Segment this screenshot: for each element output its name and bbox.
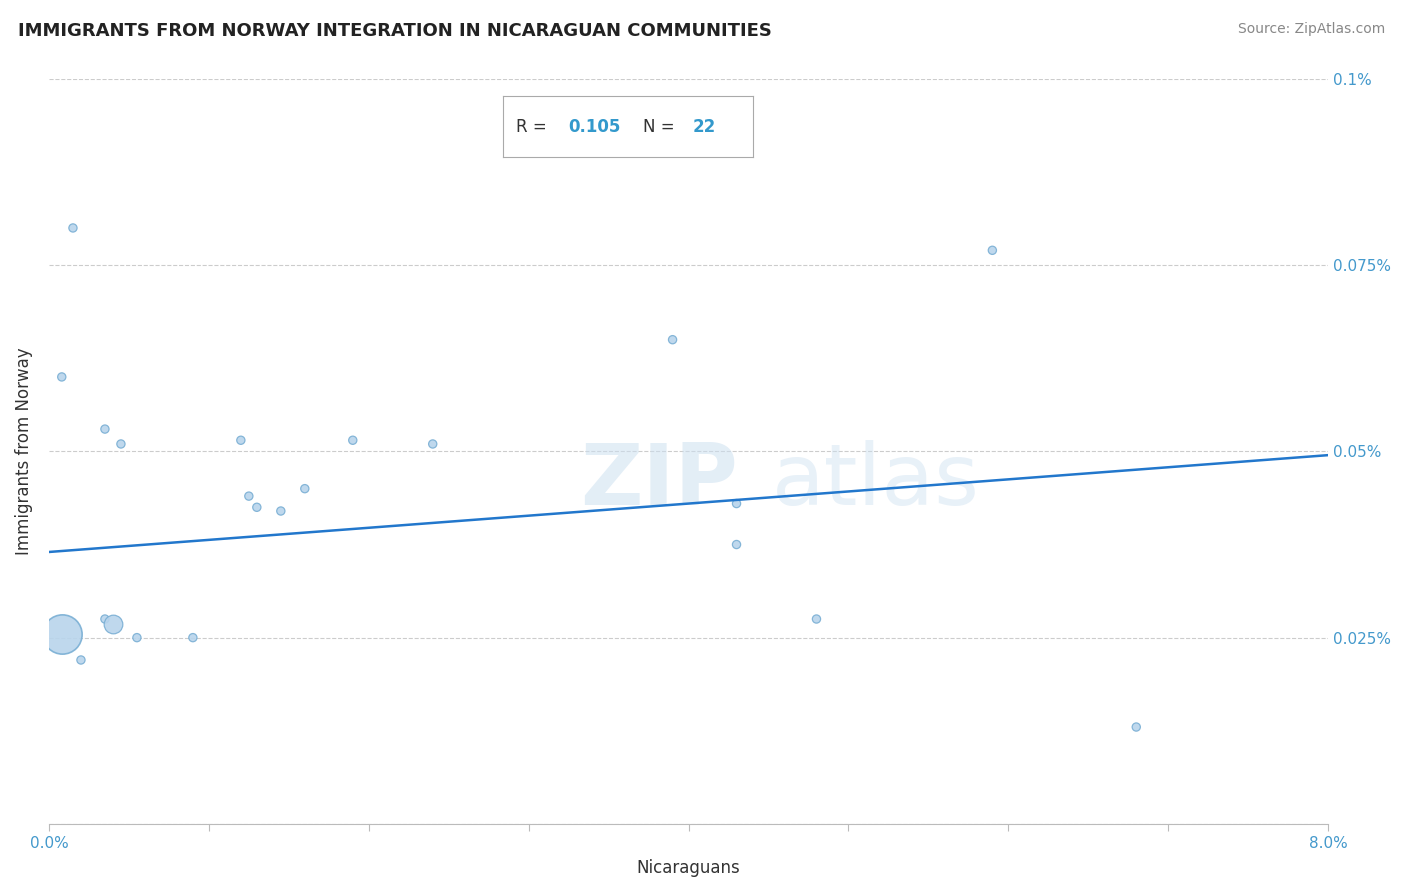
Point	[1125, 720, 1147, 734]
Point	[661, 333, 683, 347]
Point	[94, 422, 117, 436]
Point	[981, 244, 1004, 258]
Point	[51, 370, 73, 384]
Text: IMMIGRANTS FROM NORWAY INTEGRATION IN NICARAGUAN COMMUNITIES: IMMIGRANTS FROM NORWAY INTEGRATION IN NI…	[18, 22, 772, 40]
Point	[51, 627, 73, 641]
Point	[110, 437, 132, 451]
X-axis label: Nicaraguans: Nicaraguans	[637, 859, 741, 877]
Point	[270, 504, 292, 518]
Point	[661, 131, 683, 145]
Point	[246, 500, 269, 515]
Point	[725, 537, 748, 551]
Point	[294, 482, 316, 496]
Point	[94, 612, 117, 626]
Point	[125, 631, 148, 645]
Point	[62, 221, 84, 235]
Text: Source: ZipAtlas.com: Source: ZipAtlas.com	[1237, 22, 1385, 37]
Point	[238, 489, 260, 503]
Point	[422, 437, 444, 451]
Point	[101, 617, 124, 632]
Point	[725, 497, 748, 511]
Point	[342, 434, 364, 448]
Point	[181, 631, 204, 645]
Text: atlas: atlas	[772, 440, 980, 523]
Point	[806, 612, 828, 626]
Y-axis label: Immigrants from Norway: Immigrants from Norway	[15, 348, 32, 555]
Point	[70, 653, 93, 667]
Point	[229, 434, 252, 448]
Text: ZIP: ZIP	[579, 440, 738, 523]
